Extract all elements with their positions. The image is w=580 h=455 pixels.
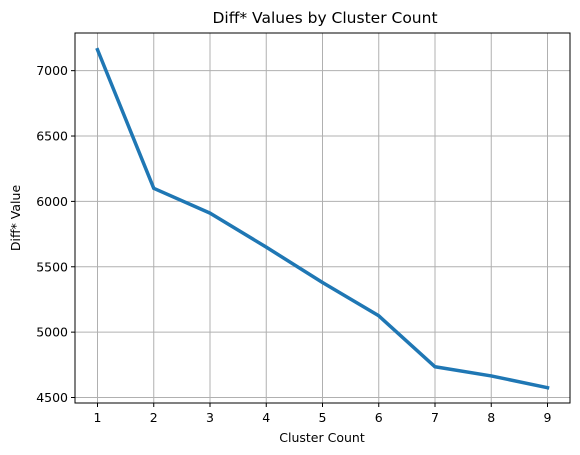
data-point — [321, 280, 324, 284]
y-tick-label: 5000 — [36, 325, 68, 340]
x-tick-label: 2 — [150, 410, 158, 425]
data-point — [546, 386, 549, 390]
data-point — [489, 374, 493, 378]
data-point — [96, 48, 99, 52]
x-tick-label: 7 — [431, 410, 439, 425]
grid — [75, 33, 570, 403]
y-tick-label: 6500 — [36, 129, 68, 144]
y-axis-label: Diff* Value — [8, 185, 23, 252]
x-tick-label: 6 — [375, 410, 383, 425]
data-point — [377, 314, 381, 318]
x-tick-label: 8 — [487, 410, 495, 425]
x-tick-label: 4 — [262, 410, 270, 425]
x-tick-label: 9 — [544, 410, 552, 425]
x-tick-label: 5 — [319, 410, 327, 425]
x-tick-label: 3 — [206, 410, 214, 425]
x-tick-label: 1 — [94, 410, 102, 425]
y-tick-label: 5500 — [36, 259, 68, 274]
data-point — [208, 211, 212, 215]
y-tick-label: 7000 — [36, 63, 68, 78]
chart-title: Diff* Values by Cluster Count — [212, 9, 437, 27]
data-point — [264, 245, 268, 249]
y-tick-label: 4500 — [36, 390, 68, 405]
series-layer — [95, 47, 550, 390]
data-point — [152, 186, 156, 190]
ticks: 1 2 3 4 5 6 7 8 9 4500 5000 5500 6000 6500 7000 — [36, 63, 551, 425]
x-axis-label: Cluster Count — [279, 430, 365, 445]
data-point — [433, 365, 437, 369]
y-tick-label: 6000 — [36, 194, 68, 209]
